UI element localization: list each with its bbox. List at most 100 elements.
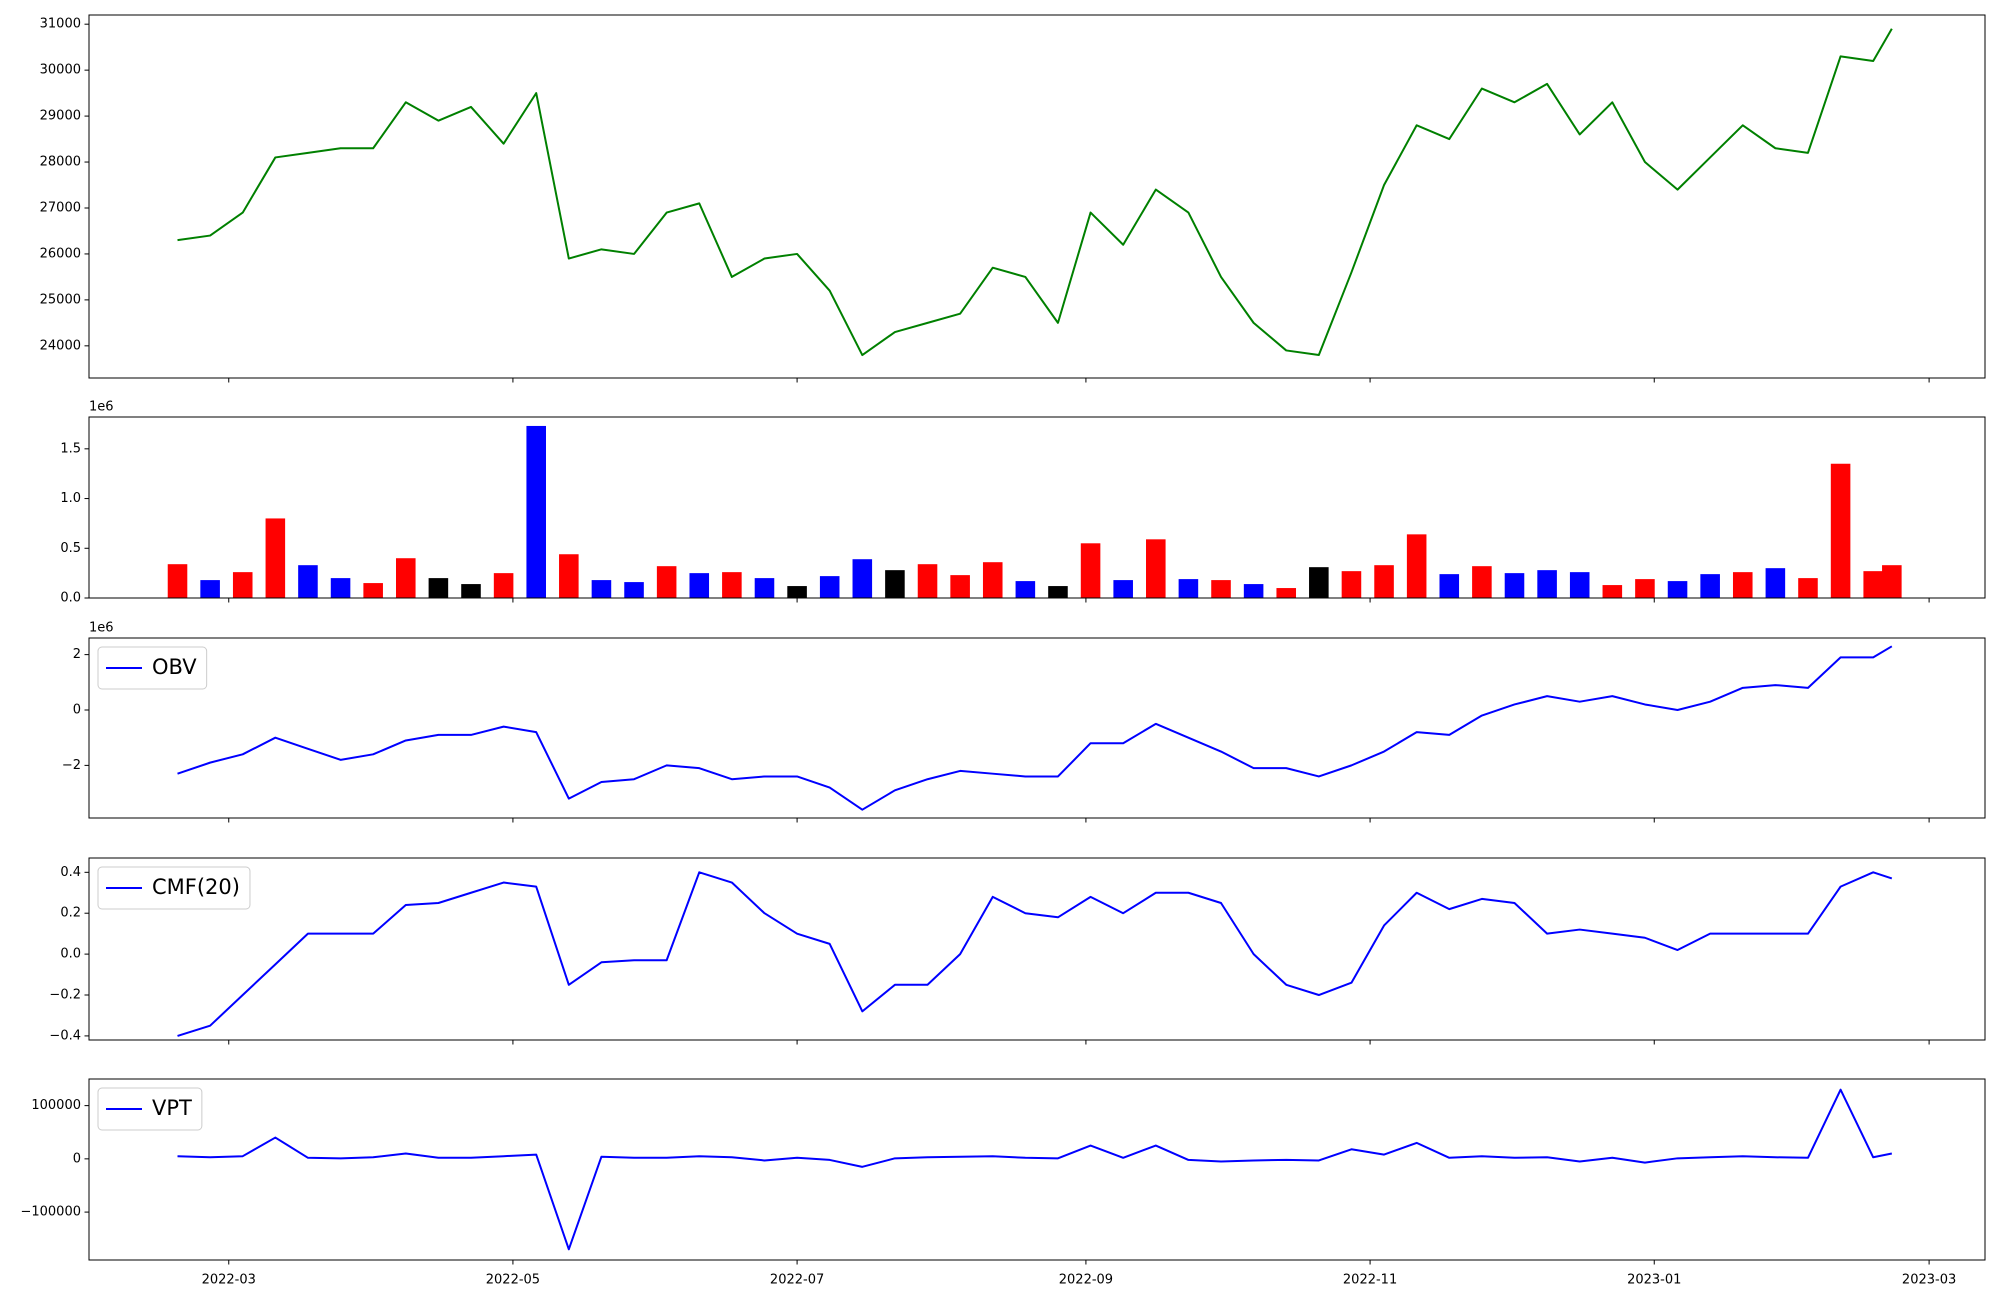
bar <box>330 578 351 598</box>
bar <box>624 582 644 598</box>
plot-area <box>177 1088 1893 1251</box>
y-tick-label: 2 <box>73 647 81 662</box>
axes-frame <box>88 637 1986 819</box>
bar <box>1439 574 1460 598</box>
bar <box>1830 463 1851 598</box>
x-tick-label: 2023-01 <box>1627 1273 1681 1288</box>
legend: OBV <box>97 646 208 690</box>
y-tick-label: 0 <box>73 703 81 718</box>
bar <box>493 573 514 598</box>
y-tick-label: 0.2 <box>60 906 81 921</box>
y-tick-label: 0.0 <box>60 947 81 962</box>
y-tick-label: 28000 <box>40 155 81 170</box>
bar <box>1015 581 1036 598</box>
y-tick-label: 0.0 <box>60 591 81 606</box>
panel: 24000 25000 26000 27000 28000 29000 30000 31000 <box>40 14 1986 383</box>
y-tick-label: 27000 <box>40 200 81 215</box>
bar <box>232 572 253 598</box>
panel: −0.4 −0.2 0.0 0.2 0.4 CMF(20) <box>49 857 1986 1045</box>
x-tick-label: 2022-09 <box>1059 1273 1113 1288</box>
line <box>177 28 1893 357</box>
bar <box>1765 568 1786 598</box>
y-tick-label: 1.0 <box>60 491 81 506</box>
y-tick-label: −100000 <box>20 1205 81 1220</box>
legend-label: VPT <box>152 1096 192 1120</box>
y-tick-label: 30000 <box>40 63 81 78</box>
y-tick-label: −0.4 <box>49 1028 81 1043</box>
bar <box>852 559 873 598</box>
bar <box>1146 539 1166 598</box>
axes-frame <box>88 1078 1986 1261</box>
x-tick-label: 2023-03 <box>1902 1273 1956 1288</box>
bar <box>1798 578 1818 598</box>
bar <box>526 425 546 598</box>
plot-area <box>177 645 1893 811</box>
x-tick-label: 2022-07 <box>770 1273 824 1288</box>
bar <box>1211 580 1231 598</box>
bar <box>689 573 710 598</box>
bar <box>1882 565 1902 598</box>
legend-label: CMF(20) <box>152 875 240 899</box>
bar <box>1472 566 1492 598</box>
bar <box>1276 588 1297 598</box>
bar <box>722 572 742 598</box>
bar <box>1504 573 1525 598</box>
bar <box>1309 567 1329 598</box>
bar <box>787 586 807 598</box>
bar <box>167 564 188 598</box>
panel: −100000 0 100000 2022-03 2022-05 2022-07 2022-… <box>20 1078 1986 1288</box>
y-tick-label: −2 <box>62 758 81 773</box>
bar <box>1374 565 1394 598</box>
line <box>177 1088 1893 1251</box>
plot-area <box>167 425 1902 598</box>
y-tick-label: 100000 <box>31 1098 81 1113</box>
y-tick-label: 31000 <box>40 17 81 32</box>
bar <box>1732 572 1753 598</box>
x-tick-label: 2022-11 <box>1343 1273 1397 1288</box>
panel: −2 0 2 1e6 OBV <box>62 621 1986 823</box>
y-tick-label: 24000 <box>40 338 81 353</box>
bar <box>1406 534 1427 598</box>
bar <box>1113 580 1133 598</box>
bar <box>754 578 775 598</box>
bar <box>1602 585 1623 598</box>
bar <box>1569 572 1590 598</box>
axes-frame <box>88 14 1986 379</box>
y-tick-label: 0.5 <box>60 541 81 556</box>
bar <box>1243 584 1264 598</box>
line <box>177 871 1893 1037</box>
plot-area <box>177 28 1893 357</box>
bar <box>428 578 449 598</box>
legend-box <box>97 866 251 910</box>
legend: VPT <box>97 1087 203 1131</box>
y-offset-text: 1e6 <box>89 400 114 415</box>
bar <box>1863 571 1883 598</box>
bar <box>363 583 383 598</box>
bar <box>1667 581 1688 598</box>
axes-frame <box>88 416 1986 599</box>
x-tick-label: 2022-05 <box>486 1273 540 1288</box>
legend-box <box>97 646 208 690</box>
bar <box>1178 579 1199 598</box>
plot-area <box>177 871 1893 1037</box>
bar <box>1537 570 1557 598</box>
y-tick-label: 0 <box>73 1151 81 1166</box>
bar <box>950 575 970 598</box>
legend: CMF(20) <box>97 866 251 910</box>
bar <box>982 562 1003 598</box>
legend-box <box>97 1087 203 1131</box>
bar <box>200 580 220 598</box>
bar <box>395 558 416 598</box>
bar <box>1080 543 1101 598</box>
bar <box>1635 579 1655 598</box>
bar <box>591 580 612 598</box>
bar <box>885 570 905 598</box>
axes-frame <box>88 857 1986 1041</box>
bar <box>461 584 481 598</box>
y-tick-label: 0.4 <box>60 865 81 880</box>
bar <box>1048 586 1068 598</box>
bar <box>559 554 579 598</box>
